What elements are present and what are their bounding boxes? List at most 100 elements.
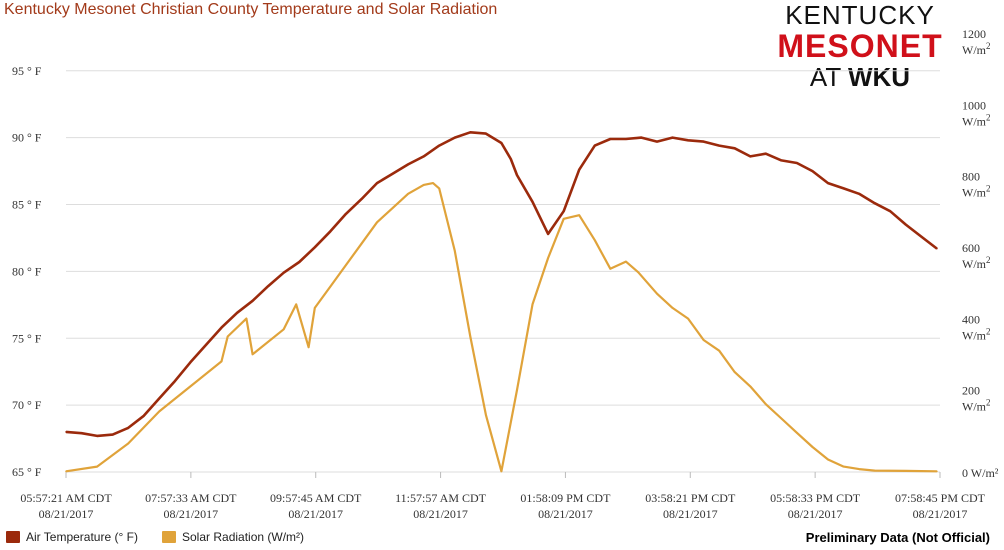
- right-tick-value: 600: [962, 241, 980, 255]
- temperature-point: [143, 415, 145, 417]
- solar-point: [469, 335, 472, 338]
- legend-item-temperature[interactable]: Air Temperature (° F): [6, 530, 138, 544]
- solar-point: [765, 403, 767, 406]
- temperature-point: [65, 431, 67, 433]
- temperature-point: [329, 230, 332, 233]
- legend-item-solar[interactable]: Solar Radiation (W/m²): [162, 530, 304, 544]
- solar-point: [718, 349, 720, 352]
- x-tick-date: 08/21/2017: [663, 507, 718, 521]
- temperature-point: [578, 168, 580, 171]
- x-tick-time: 07:57:33 AM CDT: [145, 491, 237, 505]
- series-layer: [65, 131, 938, 473]
- left-tick-label: 65 ° F: [12, 465, 42, 479]
- temperature-point: [656, 140, 658, 143]
- temperature-point: [640, 136, 643, 139]
- solar-point: [858, 468, 860, 470]
- solar-point: [733, 371, 736, 373]
- temperature-point: [376, 182, 378, 184]
- solar-point: [873, 469, 876, 472]
- temperature-point: [827, 182, 829, 184]
- solar-point: [702, 339, 705, 341]
- grid-lines: [66, 70, 940, 473]
- x-tick-time: 09:57:45 AM CDT: [270, 491, 362, 505]
- right-tick-value: 1000: [962, 98, 986, 112]
- logo-line-3: AT WKU: [770, 62, 950, 92]
- temperature-point: [687, 139, 689, 142]
- temperature-point: [485, 132, 487, 135]
- x-tick-date: 08/21/2017: [164, 507, 219, 521]
- solar-point: [671, 307, 674, 309]
- logo-line-2: MESONET: [777, 28, 943, 64]
- temperature-point: [811, 170, 814, 172]
- temperature-point: [360, 198, 363, 200]
- solar-point: [307, 346, 310, 349]
- solar-point: [345, 264, 347, 266]
- temperature-line: [65, 131, 938, 438]
- solar-point: [656, 292, 658, 295]
- solar-point: [905, 470, 907, 472]
- solar-point: [578, 214, 580, 216]
- logo-wku: WKU: [847, 62, 911, 92]
- x-tick-date: 08/21/2017: [913, 507, 968, 521]
- solar-point: [687, 317, 689, 320]
- solar-point: [749, 385, 752, 388]
- left-tick-label: 85 ° F: [12, 198, 42, 212]
- right-tick-unit: W/m2: [962, 398, 991, 414]
- temperature-point: [282, 271, 285, 274]
- solar-point: [127, 442, 129, 445]
- legend: Air Temperature (° F) Solar Radiation (W…: [6, 528, 996, 548]
- logo-line-1: KENTUCKY: [785, 0, 935, 30]
- temperature-point: [96, 435, 98, 437]
- preliminary-note: Preliminary Data (Not Official): [805, 530, 990, 545]
- temperature-point: [842, 187, 845, 190]
- solar-point: [158, 410, 161, 413]
- temperature-point: [609, 138, 612, 140]
- left-tick-label: 90 ° F: [12, 131, 42, 145]
- right-tick-unit: W/m2: [962, 184, 991, 200]
- temperature-point: [594, 144, 596, 147]
- temperature-point: [469, 131, 472, 134]
- legend-temperature-label: Air Temperature (° F): [26, 530, 138, 544]
- temperature-point: [547, 233, 549, 235]
- solar-point: [65, 470, 67, 473]
- temperature-point: [873, 202, 876, 204]
- x-tick-date: 08/21/2017: [39, 507, 94, 521]
- x-tick-time: 07:58:45 PM CDT: [895, 491, 986, 505]
- right-tick-label: 0 W/m²: [962, 466, 999, 480]
- x-axis-ticks: 05:57:21 AM CDT 08/21/2017 07:57:33 AM CDT…: [20, 472, 986, 521]
- temperature-point: [920, 235, 923, 238]
- solar-point: [422, 184, 425, 186]
- temperature-point: [407, 163, 409, 166]
- solar-point: [547, 257, 549, 259]
- temperature-point: [562, 210, 565, 212]
- temperature-point: [780, 159, 783, 162]
- right-tick-unit: W/m2: [962, 112, 991, 128]
- legend-solar-label: Solar Radiation (W/m²): [182, 530, 305, 544]
- solar-point: [391, 207, 394, 209]
- solar-point: [360, 242, 363, 245]
- temperature-point: [391, 172, 394, 175]
- temperature-point: [905, 223, 907, 226]
- temperature-point: [889, 210, 891, 212]
- temperature-point: [236, 312, 238, 314]
- logo-at: AT: [809, 62, 848, 92]
- left-tick-label: 80 ° F: [12, 264, 42, 278]
- right-tick-value: 400: [962, 312, 980, 326]
- solar-point: [376, 221, 378, 224]
- temperature-point: [189, 361, 192, 364]
- temperature-point: [531, 201, 534, 203]
- temperature-point: [314, 246, 316, 249]
- solar-point: [189, 385, 192, 388]
- temperature-point: [205, 344, 207, 346]
- solar-point: [516, 389, 518, 391]
- solar-point: [796, 432, 798, 434]
- temperature-point: [733, 147, 736, 150]
- solar-point: [562, 218, 565, 220]
- right-tick-unit: W/m2: [962, 326, 991, 342]
- temperature-point: [510, 158, 512, 160]
- temperature-point: [127, 427, 129, 429]
- solar-point: [220, 360, 223, 363]
- solar-point: [226, 335, 229, 338]
- solar-point: [500, 470, 503, 473]
- temperature-point: [80, 432, 83, 435]
